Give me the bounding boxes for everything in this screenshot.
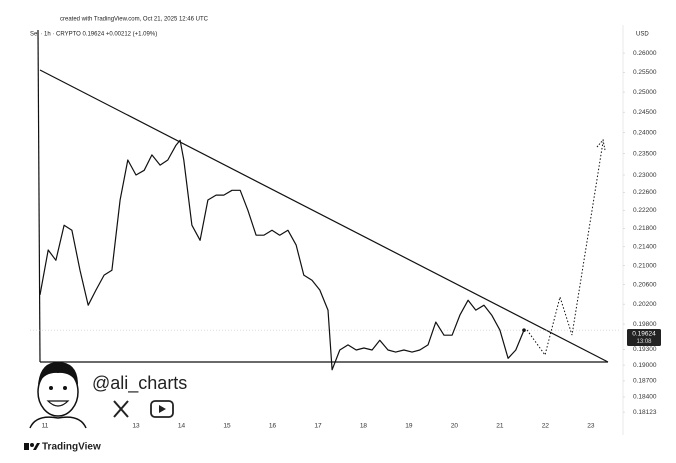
y-tick-label: 0.18700 xyxy=(633,378,657,385)
y-tick-label: 0.19000 xyxy=(633,362,657,369)
brand-logo xyxy=(24,443,40,450)
x-tick-label: 18 xyxy=(360,423,368,430)
y-tick-label: 0.23000 xyxy=(633,172,657,179)
currency-label: USD xyxy=(636,32,649,38)
avatar xyxy=(29,362,87,429)
x-tick-label: 23 xyxy=(587,423,595,430)
y-tick-label: 0.25000 xyxy=(633,89,657,96)
x-tick-label: 19 xyxy=(405,423,413,430)
y-tick-label: 0.19800 xyxy=(633,321,657,328)
x-tick-label: 17 xyxy=(314,423,322,430)
x-tick-label: 11 xyxy=(42,423,49,430)
x-icon xyxy=(113,400,129,418)
y-tick-label: 0.24500 xyxy=(633,109,657,116)
projection-arrowhead xyxy=(596,138,606,151)
y-tick-label: 0.22600 xyxy=(633,189,657,196)
last-point xyxy=(522,328,526,332)
x-tick-label: 15 xyxy=(223,423,231,430)
youtube-icon xyxy=(150,400,174,418)
price-tag-countdown: 13:08 xyxy=(636,339,652,345)
y-tick-label: 0.23500 xyxy=(633,150,657,157)
x-tick-label: 22 xyxy=(542,423,550,430)
y-tick-label: 0.21400 xyxy=(633,243,657,250)
triangle-pattern xyxy=(37,29,609,363)
projection-path xyxy=(526,141,604,357)
x-tick-label: 13 xyxy=(132,423,140,430)
y-tick-label: 0.20200 xyxy=(633,301,657,308)
x-tick-label: 16 xyxy=(269,423,277,430)
price-tag-label: 0.19624 xyxy=(632,331,656,338)
y-tick-label: 0.25500 xyxy=(633,69,657,76)
y-tick-label: 0.26000 xyxy=(633,50,657,57)
y-tick-label: 0.18123 xyxy=(633,409,657,416)
y-tick-label: 0.18400 xyxy=(633,394,657,401)
brand-name: TradingView xyxy=(42,442,101,453)
chart-subtitle: Sei · 1h · CRYPTO 0.19624 +0.00212 (+1.0… xyxy=(30,32,157,38)
price-line xyxy=(39,139,525,371)
watermark-handle: @ali_charts xyxy=(92,373,187,394)
y-tick-label: 0.19300 xyxy=(633,346,657,353)
x-tick-label: 14 xyxy=(178,423,186,430)
pattern-upper-trendline xyxy=(39,69,609,363)
chart-title: created with TradingView.com, Oct 21, 20… xyxy=(60,17,209,23)
price-tag xyxy=(627,329,661,346)
x-tick-label: 21 xyxy=(496,423,504,430)
y-tick-label: 0.24000 xyxy=(633,129,657,136)
y-tick-label: 0.21800 xyxy=(633,225,657,232)
pattern-left-edge xyxy=(37,29,41,363)
y-tick-label: 0.21000 xyxy=(633,262,657,269)
x-tick-label: 20 xyxy=(451,423,459,430)
y-tick-label: 0.22200 xyxy=(633,207,657,214)
y-tick-label: 0.20600 xyxy=(633,281,657,288)
